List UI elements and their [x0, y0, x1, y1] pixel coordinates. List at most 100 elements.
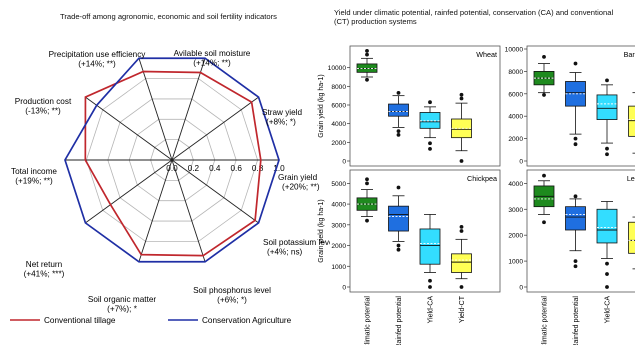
- radar-spoke: [138, 159, 173, 262]
- box-outlier: [542, 93, 546, 97]
- box-outlier: [428, 141, 432, 146]
- legend-label: Conventional tillage: [44, 316, 116, 325]
- radar-axis-note: (+8%; *): [266, 118, 296, 127]
- radar-axis-note: (+14%; **): [78, 60, 116, 69]
- y-tick-label: 6000: [508, 91, 523, 98]
- box-iqr: [451, 253, 472, 273]
- box-outlier: [605, 146, 609, 151]
- box-iqr: [451, 118, 472, 139]
- box-outlier: [365, 48, 369, 53]
- category-label: Yield-CA: [605, 296, 612, 324]
- y-tick-label: 3000: [331, 222, 346, 229]
- boxplot-panel-lentil: 0 1000 2000 3000 4000 Lentil Climatic potentia…: [508, 169, 635, 345]
- box-outlier: [573, 142, 578, 147]
- radar-spoke: [171, 159, 259, 224]
- box-outlier: [459, 229, 464, 233]
- radar-axis-label: Soil organic matter: [88, 295, 157, 304]
- radar-series-conservation-agriculture: [64, 57, 280, 263]
- radar-axis-label: Total income: [11, 167, 57, 176]
- y-axis-label: Grain yield (kg ha-1): [318, 74, 325, 137]
- box-iqr: [596, 208, 618, 244]
- y-tick-label: 6000: [331, 103, 346, 110]
- category-label: Yield-CT: [459, 295, 466, 323]
- box-outlier: [365, 52, 369, 57]
- box-iqr: [596, 94, 618, 120]
- box-outlier: [396, 243, 401, 248]
- box-outlier: [396, 185, 401, 190]
- box-outlier: [365, 218, 369, 223]
- box-outlier: [428, 278, 432, 283]
- y-tick-label: 2000: [331, 243, 346, 250]
- box-outlier: [605, 272, 609, 276]
- radar-axis-note: (+14%; **): [193, 59, 231, 68]
- box-outlier: [542, 173, 546, 178]
- box-outlier: [605, 261, 609, 266]
- box-outlier: [428, 100, 432, 105]
- box-outlier: [542, 220, 546, 225]
- radar-tick-label: 1.0: [273, 164, 285, 173]
- radar-axis-note: (+20%; **): [282, 183, 320, 192]
- y-tick-label: 4000: [508, 114, 523, 121]
- panel-name: Wheat: [476, 50, 497, 59]
- radar-spoke: [85, 96, 173, 161]
- box-outlier: [605, 152, 609, 157]
- box-outlier: [428, 285, 432, 289]
- box-outlier: [365, 177, 369, 182]
- legend-label: Conservation Agriculture: [202, 316, 292, 325]
- box-iqr: [628, 221, 635, 254]
- radar-tick-label: 0.2: [188, 164, 200, 173]
- box-outlier: [459, 224, 464, 229]
- box-iqr: [388, 103, 409, 117]
- radar-axis-note: (+19%; **): [15, 177, 53, 186]
- y-tick-label: 1000: [508, 259, 523, 266]
- box-outlier: [459, 96, 464, 101]
- box-iqr: [388, 205, 409, 232]
- radar-chart-title: Trade-off among agronomic, economic and …: [60, 12, 277, 21]
- radar-axis-label: Production cost: [15, 97, 72, 106]
- radar-spoke: [171, 159, 206, 262]
- box-outlier: [459, 285, 464, 289]
- box-iqr: [419, 228, 441, 265]
- y-tick-label: 5000: [331, 181, 346, 188]
- radar-axis-label: Net return: [26, 260, 63, 269]
- radar-axis-note: (+7%); *: [107, 305, 138, 314]
- radar-spoke: [138, 58, 173, 161]
- radar-axis-note: (+41%; ***): [24, 270, 65, 279]
- radar-axis-note: (+4%; ns): [267, 248, 303, 257]
- category-label: Rainfed potential: [573, 296, 580, 345]
- radar-axis-label: Grain yield: [278, 173, 318, 182]
- panel-name: Chickpea: [467, 174, 497, 183]
- panel-name: Barley: [624, 50, 635, 59]
- box-iqr: [419, 112, 441, 129]
- box-outlier: [365, 77, 369, 82]
- y-tick-label: 2000: [508, 136, 523, 143]
- radar-spoke: [171, 96, 259, 161]
- y-tick-label: 4000: [508, 181, 523, 188]
- radar-axis-note: (+6%; *): [217, 296, 247, 305]
- y-tick-label: 3000: [508, 207, 523, 214]
- radar-tick-label: 0.8: [252, 164, 264, 173]
- radar-axis-label: Soil potassium level: [263, 238, 330, 247]
- box-iqr: [628, 105, 635, 137]
- box-outlier: [396, 247, 401, 252]
- radar-tick-label: 0.0: [166, 164, 178, 173]
- box-iqr: [356, 63, 378, 73]
- category-label: Yield-CA: [428, 296, 435, 324]
- category-label: Climatic potential: [365, 296, 372, 345]
- y-tick-label: 4000: [331, 121, 346, 128]
- box-outlier: [542, 54, 546, 59]
- radar-axis-note: (-13%; **): [25, 107, 61, 116]
- boxplot-panel-wheat: 0 2000 4000 6000 8000 10000 Wheat Grain yield (…: [318, 45, 501, 167]
- box-outlier: [428, 146, 432, 151]
- box-outlier: [573, 136, 578, 141]
- radar-axis-label: Straw yield: [262, 108, 302, 117]
- box-iqr: [565, 206, 586, 231]
- box-outlier: [573, 264, 578, 269]
- box-outlier: [459, 159, 464, 163]
- radar-axis-label: Precipitation use efficiency: [49, 50, 147, 59]
- y-axis-label: Grain yield (kg ha-1): [318, 199, 325, 262]
- y-tick-label: 0: [519, 159, 523, 166]
- radar-tick-label: 0.6: [231, 164, 243, 173]
